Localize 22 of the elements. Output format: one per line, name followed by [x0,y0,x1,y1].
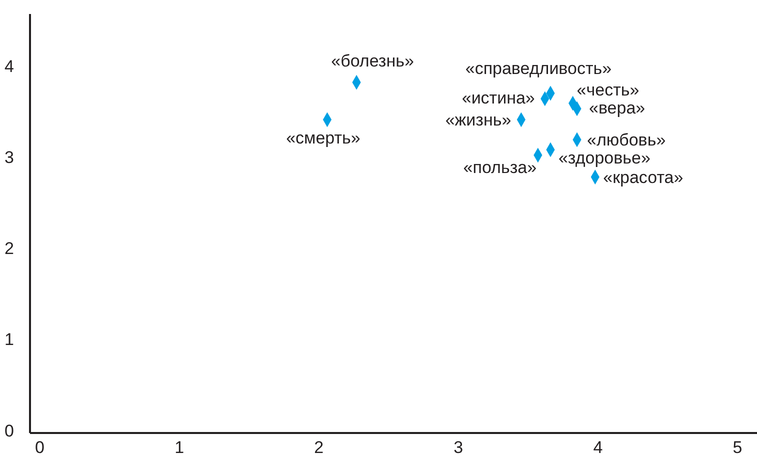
annotation: «жизнь» [445,110,512,130]
y-tick-label: 0 [4,421,14,440]
annotation: «здоровье» [558,148,650,168]
annotation: «болезнь» [331,51,414,70]
x-tick-label: 3 [454,438,464,458]
annotation: «любовь» [586,130,666,150]
y-tick-label: 2 [4,239,14,258]
annotation: «красота» [603,168,684,188]
annotation: «честь» [576,80,640,100]
x-tick-label: 0 [35,438,44,458]
x-tick-label: 5 [732,438,742,458]
y-tick-label: 3 [4,148,14,168]
annotation: «вера» [588,98,646,118]
annotation: «смерть» [286,128,360,148]
x-tick-label: 1 [174,438,184,458]
x-tick-label: 2 [314,438,324,458]
annotation: «истина» [462,88,535,108]
y-tick-label: 4 [4,56,14,76]
annotation: «справедливость» [465,59,612,78]
annotation: «польза» [463,158,537,178]
x-tick-label: 4 [593,438,603,458]
y-tick-label: 1 [4,330,14,350]
